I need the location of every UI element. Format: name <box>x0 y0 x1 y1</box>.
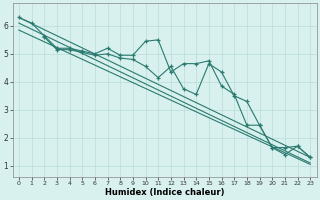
X-axis label: Humidex (Indice chaleur): Humidex (Indice chaleur) <box>105 188 224 197</box>
